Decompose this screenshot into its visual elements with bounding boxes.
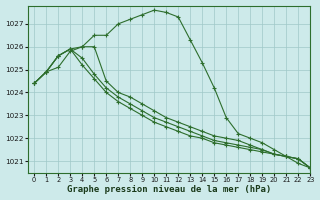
X-axis label: Graphe pression niveau de la mer (hPa): Graphe pression niveau de la mer (hPa)	[67, 185, 271, 194]
